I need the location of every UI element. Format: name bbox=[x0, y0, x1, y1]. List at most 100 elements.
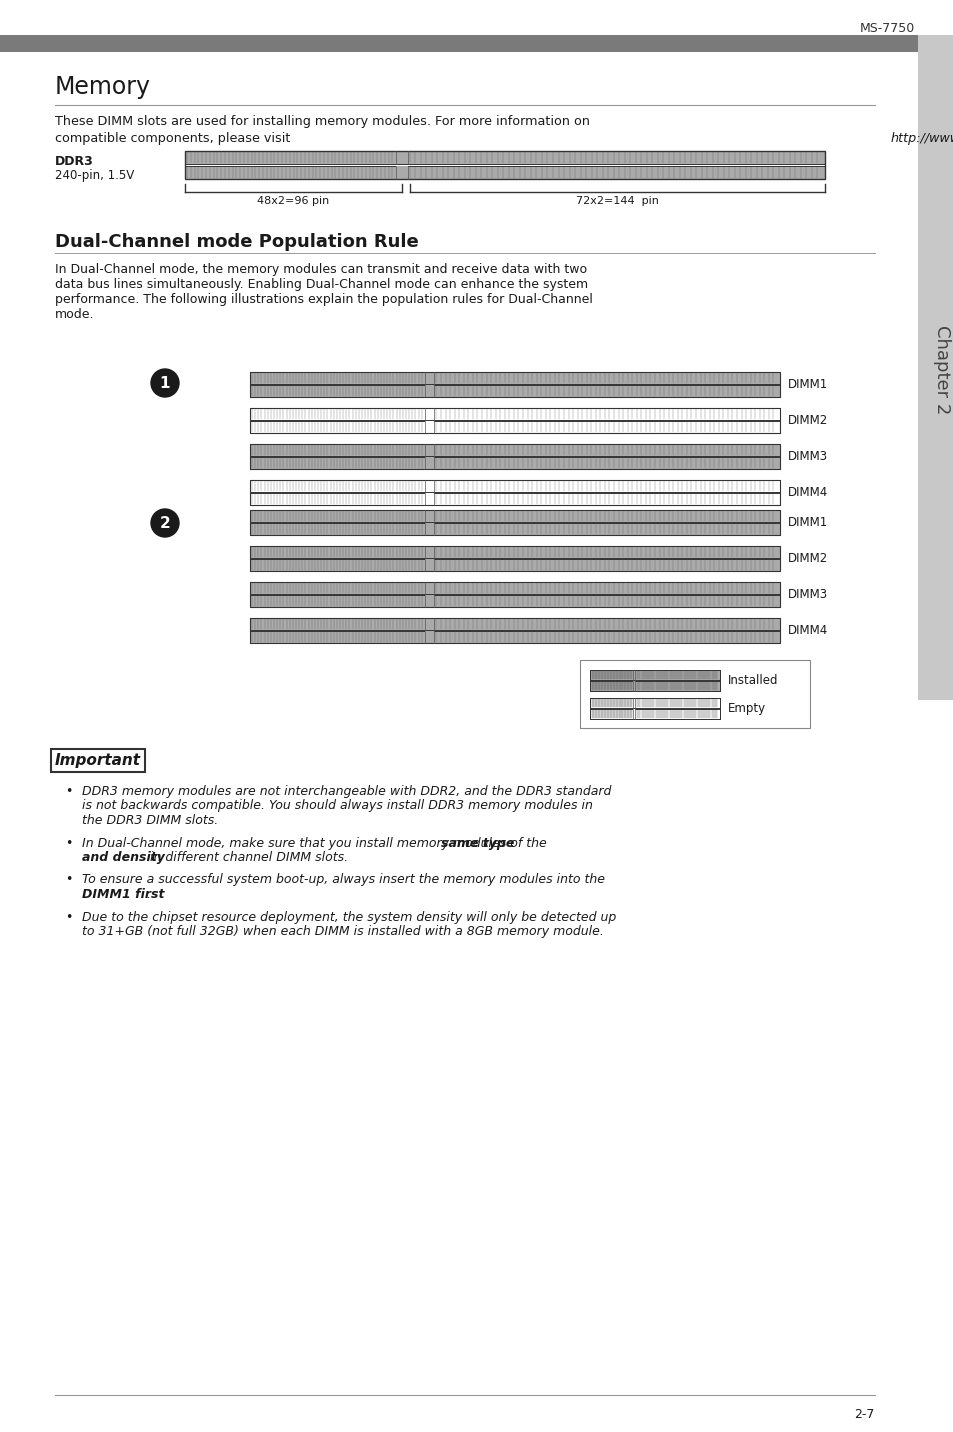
Text: 240-pin, 1.5V: 240-pin, 1.5V bbox=[55, 169, 134, 182]
Bar bbox=[250, 444, 780, 455]
Bar bbox=[250, 444, 780, 470]
Bar bbox=[917, 34, 953, 700]
Bar bbox=[424, 510, 434, 523]
Circle shape bbox=[151, 508, 179, 537]
Text: compatible components, please visit: compatible components, please visit bbox=[55, 132, 294, 145]
Text: and density: and density bbox=[82, 851, 165, 863]
Bar bbox=[424, 558, 434, 571]
Text: the DDR3 DIMM slots.: the DDR3 DIMM slots. bbox=[82, 813, 218, 828]
Bar bbox=[250, 510, 780, 523]
Text: DIMM2: DIMM2 bbox=[787, 551, 827, 566]
Bar bbox=[424, 632, 434, 643]
Text: in different channel DIMM slots.: in different channel DIMM slots. bbox=[146, 851, 348, 863]
Bar bbox=[424, 408, 434, 420]
Bar bbox=[395, 166, 407, 179]
Text: 72x2=144  pin: 72x2=144 pin bbox=[576, 196, 659, 206]
Bar bbox=[424, 596, 434, 607]
Text: 2: 2 bbox=[159, 516, 171, 530]
Text: Important: Important bbox=[55, 753, 141, 768]
Bar bbox=[185, 166, 824, 179]
Text: To ensure a successful system boot-up, always insert the memory modules into the: To ensure a successful system boot-up, a… bbox=[82, 874, 604, 886]
Text: to 31+GB (not full 32GB) when each DIMM is installed with a 8GB memory module.: to 31+GB (not full 32GB) when each DIMM … bbox=[82, 925, 603, 938]
Bar bbox=[250, 493, 780, 505]
Text: 48x2=96 pin: 48x2=96 pin bbox=[257, 196, 329, 206]
Bar bbox=[250, 619, 780, 630]
Bar bbox=[632, 697, 635, 707]
Bar bbox=[250, 581, 780, 607]
Bar bbox=[632, 682, 635, 692]
Bar bbox=[250, 581, 780, 594]
Text: performance. The following illustrations explain the population rules for Dual-C: performance. The following illustrations… bbox=[55, 294, 592, 306]
Bar bbox=[185, 150, 824, 179]
Text: These DIMM slots are used for installing memory modules. For more information on: These DIMM slots are used for installing… bbox=[55, 115, 589, 127]
Text: DIMM1: DIMM1 bbox=[787, 378, 827, 391]
Bar bbox=[0, 34, 917, 52]
Bar bbox=[579, 660, 809, 727]
Bar bbox=[395, 150, 407, 165]
Text: data bus lines simultaneously. Enabling Dual-Channel mode can enhance the system: data bus lines simultaneously. Enabling … bbox=[55, 278, 587, 291]
Bar bbox=[424, 444, 434, 455]
Text: Empty: Empty bbox=[727, 702, 765, 715]
Text: MS-7750: MS-7750 bbox=[859, 21, 914, 34]
Bar bbox=[424, 523, 434, 536]
Bar bbox=[632, 670, 635, 680]
Text: Installed: Installed bbox=[727, 674, 778, 687]
Bar bbox=[250, 632, 780, 643]
Text: In Dual-Channel mode, the memory modules can transmit and receive data with two: In Dual-Channel mode, the memory modules… bbox=[55, 263, 586, 276]
Text: DIMM1 first: DIMM1 first bbox=[82, 888, 164, 901]
Bar bbox=[250, 372, 780, 397]
Text: Dual-Channel mode Population Rule: Dual-Channel mode Population Rule bbox=[55, 233, 418, 251]
Circle shape bbox=[151, 369, 179, 397]
Text: •: • bbox=[65, 874, 72, 886]
Text: DIMM4: DIMM4 bbox=[787, 485, 827, 498]
Bar bbox=[250, 546, 780, 571]
Bar bbox=[589, 697, 720, 707]
Bar bbox=[250, 385, 780, 397]
Bar bbox=[589, 709, 720, 719]
Text: http://www.msi.com/service/test-report: http://www.msi.com/service/test-report bbox=[889, 132, 953, 145]
Text: DIMM2: DIMM2 bbox=[787, 414, 827, 427]
Bar bbox=[185, 150, 824, 165]
Text: •: • bbox=[65, 836, 72, 849]
Text: same type: same type bbox=[440, 836, 514, 849]
Text: DIMM3: DIMM3 bbox=[787, 589, 827, 601]
Bar bbox=[589, 670, 720, 692]
Bar bbox=[250, 546, 780, 558]
Bar bbox=[589, 697, 720, 719]
Bar bbox=[424, 546, 434, 558]
Text: DDR3: DDR3 bbox=[55, 155, 93, 168]
Text: •: • bbox=[65, 911, 72, 924]
Text: DIMM4: DIMM4 bbox=[787, 624, 827, 637]
Text: 2-7: 2-7 bbox=[854, 1408, 874, 1421]
Bar bbox=[250, 480, 780, 505]
Bar bbox=[250, 408, 780, 432]
Text: is not backwards compatible. You should always install DDR3 memory modules in: is not backwards compatible. You should … bbox=[82, 799, 592, 812]
Bar bbox=[424, 372, 434, 384]
Bar bbox=[424, 493, 434, 505]
Bar bbox=[424, 421, 434, 432]
Bar bbox=[250, 457, 780, 470]
Bar bbox=[589, 670, 720, 680]
Bar bbox=[424, 480, 434, 493]
Text: DIMM1: DIMM1 bbox=[787, 516, 827, 528]
Text: Due to the chipset resource deployment, the system density will only be detected: Due to the chipset resource deployment, … bbox=[82, 911, 616, 924]
Bar bbox=[250, 523, 780, 536]
Bar bbox=[424, 581, 434, 594]
Bar bbox=[424, 457, 434, 470]
Bar bbox=[250, 372, 780, 384]
Text: 1: 1 bbox=[159, 375, 170, 391]
Text: •: • bbox=[65, 785, 72, 798]
Bar bbox=[632, 709, 635, 719]
Bar bbox=[250, 408, 780, 420]
Text: DDR3 memory modules are not interchangeable with DDR2, and the DDR3 standard: DDR3 memory modules are not interchangea… bbox=[82, 785, 611, 798]
Text: DIMM3: DIMM3 bbox=[787, 450, 827, 463]
Bar bbox=[424, 385, 434, 397]
Text: Memory: Memory bbox=[55, 74, 151, 99]
Text: In Dual-Channel mode, make sure that you install memory modules of the: In Dual-Channel mode, make sure that you… bbox=[82, 836, 550, 849]
Bar bbox=[250, 558, 780, 571]
Bar bbox=[424, 619, 434, 630]
Text: .: . bbox=[146, 888, 150, 901]
Bar bbox=[250, 480, 780, 493]
Bar bbox=[250, 421, 780, 432]
Text: mode.: mode. bbox=[55, 308, 94, 321]
